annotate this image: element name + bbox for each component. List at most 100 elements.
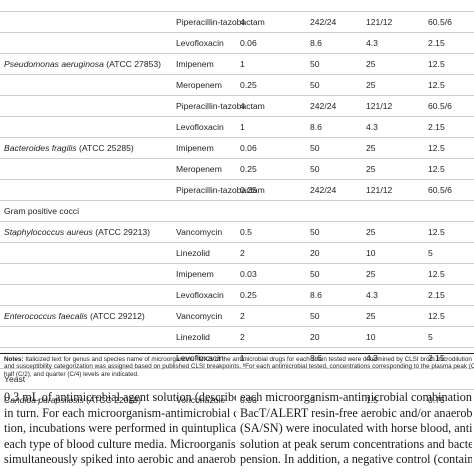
body-line: (SA/SN) were inoculated with horse blood… <box>240 421 472 436</box>
organism-name: Enterococcus faecalis <box>4 311 88 321</box>
quarter-cmax-cell: 2.15 <box>428 122 445 132</box>
table-row: Meropenem 0.25 50 25 12.5 <box>0 74 474 95</box>
half-cmax-cell: 25 <box>366 80 376 90</box>
cmax-cell: 50 <box>310 227 320 237</box>
half-cmax-cell: 4.3 <box>366 122 378 132</box>
body-line: each type of blood culture media. Microo… <box>4 436 236 451</box>
quarter-cmax-cell: 12.5 <box>428 269 445 279</box>
agent-cell: Levofloxacin <box>176 122 224 132</box>
quarter-cmax-cell: 2.15 <box>428 353 445 363</box>
half-cmax-cell: 25 <box>366 143 376 153</box>
quarter-cmax-cell: 60.5/6 <box>428 185 452 195</box>
strain-id: (ATCC 25285) <box>79 143 134 153</box>
cmax-cell: 242/24 <box>310 185 337 195</box>
table-bottom-rule <box>0 353 474 354</box>
quarter-cmax-cell: 5 <box>428 332 433 342</box>
strain-id: (ATCC 27853) <box>106 59 162 69</box>
body-line: simultaneously spiked into aerobic and a… <box>4 452 236 467</box>
half-cmax-cell: 10 <box>366 248 376 258</box>
agent-cell: Linezolid <box>176 332 210 342</box>
agent-cell: Voriconazole <box>176 395 226 405</box>
organism-name: Pseudomonas aeruginosa <box>4 59 104 69</box>
notes-text: Italicized text for genus and species na… <box>23 356 472 363</box>
half-cmax-cell: 4.3 <box>366 290 378 300</box>
table-row: Imipenem 0.03 50 25 12.5 <box>0 263 474 284</box>
quarter-cmax-cell: 12.5 <box>428 80 445 90</box>
mic-cell: 0.25 <box>240 164 257 174</box>
cmax-cell: 242/24 <box>310 17 337 27</box>
agent-cell: Imipenem <box>176 269 214 279</box>
agent-cell: Piperacillin-tazobactam <box>176 185 265 195</box>
mic-cell: 1 <box>240 353 245 363</box>
organism-name: Candida parapsilosis <box>4 395 84 405</box>
quarter-cmax-cell: 0.75 <box>428 395 445 405</box>
notes-line-1: Notes: Italicized text for genus and spe… <box>4 356 474 363</box>
organism-name: Staphylococcus aureus <box>4 227 93 237</box>
agent-cell: Meropenem <box>176 80 222 90</box>
table-group-row: Yeast <box>0 368 474 389</box>
agent-cell: Imipenem <box>176 59 214 69</box>
table-row: Levofloxacin 1 8.6 4.3 2.15 <box>0 116 474 137</box>
quarter-cmax-cell: 60.5/6 <box>428 101 452 111</box>
cmax-cell: 50 <box>310 80 320 90</box>
table-row: Bacteroides fragilis (ATCC 25285) Imipene… <box>0 137 474 158</box>
strain-id: (ATCC 29213) <box>95 227 151 237</box>
agent-cell: Vancomycin <box>176 227 223 237</box>
group-label: Gram positive cocci <box>4 206 79 216</box>
group-label: Yeast <box>4 374 26 384</box>
half-cmax-cell: 25 <box>366 227 376 237</box>
agent-cell: Levofloxacin <box>176 353 224 363</box>
agent-cell: Linezolid <box>176 248 210 258</box>
table-row: Linezolid 2 20 10 5 <box>0 242 474 263</box>
cmax-cell: 20 <box>310 332 320 342</box>
table-row: Pseudomonas aeruginosa (ATCC 27853) Imipe… <box>0 53 474 74</box>
agent-cell: Vancomycin <box>176 311 223 321</box>
cmax-cell: 8.6 <box>310 122 322 132</box>
half-cmax-cell: 121/12 <box>366 101 393 111</box>
table-notes: Notes: Italicized text for genus and spe… <box>4 356 474 378</box>
cmax-cell: 242/24 <box>310 101 337 111</box>
agent-cell: Levofloxacin <box>176 38 224 48</box>
mic-cell: 0.25 <box>240 185 257 195</box>
agent-cell: Piperacillin-tazobactam <box>176 17 265 27</box>
cmax-cell: 20 <box>310 248 320 258</box>
half-cmax-cell: 10 <box>366 332 376 342</box>
half-cmax-cell: 1.5 <box>366 395 378 405</box>
quarter-cmax-cell: 12.5 <box>428 164 445 174</box>
half-cmax-cell: 4.3 <box>366 353 378 363</box>
mic-cell: 1 <box>240 122 245 132</box>
table-row: Candida parapsilosis (ATCC 22019) Voricon… <box>0 389 474 410</box>
table-row: Piperacillin-tazobactam 4 242/24 121/12 60.5… <box>0 95 474 116</box>
mic-cell: 4 <box>240 17 245 27</box>
mic-cell: 0.03 <box>240 269 257 279</box>
body-line: 0.3 mL of antimicrobial agent solution (… <box>4 390 236 404</box>
table-row: Piperacillin-tazobactam 0.25 242/24 121/12 6… <box>0 179 474 200</box>
mic-cell: 2 <box>240 248 245 258</box>
half-cmax-cell: 25 <box>366 59 376 69</box>
cmax-cell: 50 <box>310 59 320 69</box>
notes-label: Notes: <box>4 356 24 363</box>
table-row: Piperacillin-tazobactam 4 242/24 121/12 60.5… <box>0 11 474 32</box>
half-cmax-cell: 25 <box>366 164 376 174</box>
table-row: Staphylococcus aureus (ATCC 29213) Vancom… <box>0 221 474 242</box>
quarter-cmax-cell: 2.15 <box>428 290 445 300</box>
body-line: pension. In addition, a negative control… <box>240 452 472 467</box>
table-row: Meropenem 0.25 50 25 12.5 <box>0 158 474 179</box>
agent-cell: Levofloxacin <box>176 290 224 300</box>
body-column-right: each microorganism-antimicrobial combina… <box>240 390 472 468</box>
half-cmax-cell: 25 <box>366 311 376 321</box>
table-row <box>0 0 474 11</box>
mic-cell: 0.06 <box>240 143 257 153</box>
strain-id: (ATCC 29212) <box>89 311 145 321</box>
cmax-cell: 3 <box>310 395 315 405</box>
cmax-cell: 8.6 <box>310 38 322 48</box>
cmax-cell: 50 <box>310 269 320 279</box>
agent-cell: Imipenem <box>176 143 214 153</box>
mic-cell: 0.25 <box>240 290 257 300</box>
body-line: BacT/ALERT resin-free aerobic and/or ana… <box>240 405 472 420</box>
mic-cell: 1 <box>240 59 245 69</box>
agent-cell: Meropenem <box>176 164 222 174</box>
body-line: tion, incubations were performed in quin… <box>4 421 236 436</box>
agent-cell: Piperacillin-tazobactam <box>176 101 265 111</box>
mic-cell: 0.5 <box>240 227 252 237</box>
